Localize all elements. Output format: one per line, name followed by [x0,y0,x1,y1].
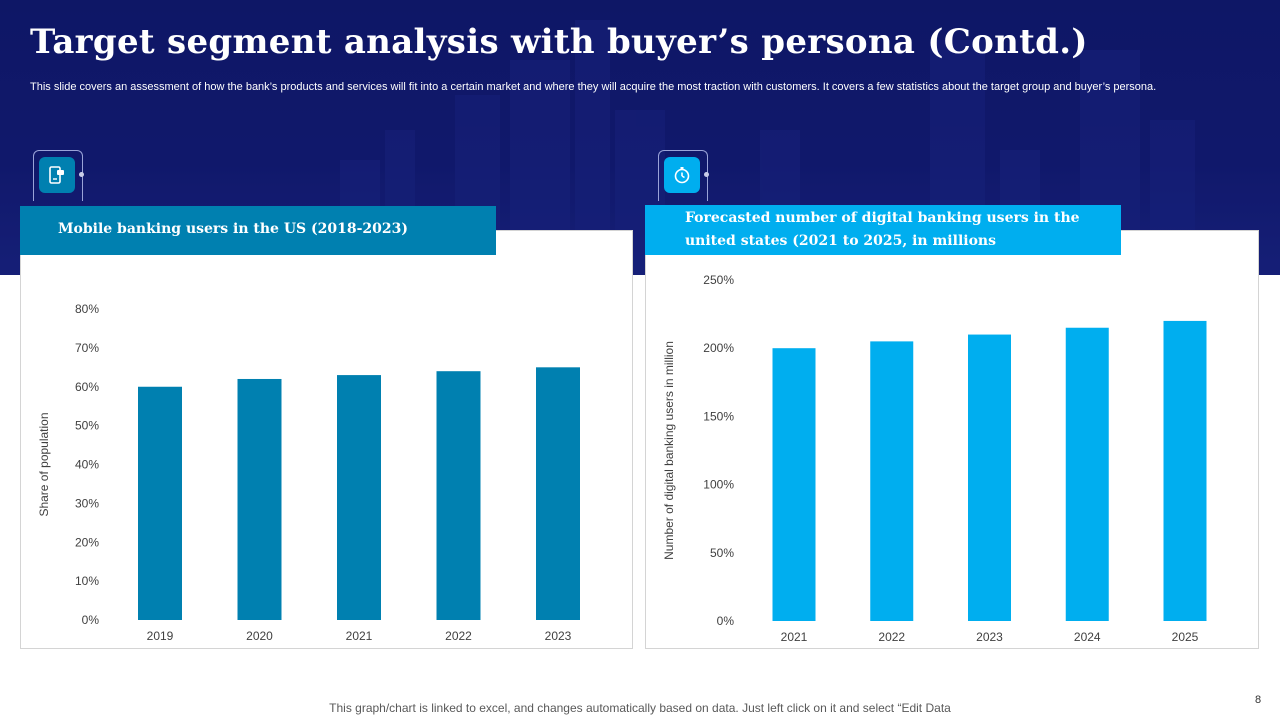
x-tick-label: 2021 [346,629,373,643]
bar-2019 [138,386,182,620]
right-chart-title: Forecasted number of digital banking use… [685,210,1080,249]
y-tick-label: 20% [75,535,99,549]
bar-2021 [772,348,816,621]
mobile-app-icon [39,157,75,193]
page-subtitle: This slide covers an assessment of how t… [30,81,1157,93]
right-chart-header: Forecasted number of digital banking use… [645,205,1121,255]
right-chart-panel: 0% 50% 100% 150% 200% 250% Number of digital b… [645,230,1259,649]
y-tick-label: 250% [703,273,734,287]
y-tick-label: 40% [75,458,99,472]
bar-2022 [870,341,914,621]
digital-banking-forecast-chart[interactable]: 0% 50% 100% 150% 200% 250% Number of digital b… [646,231,1258,648]
y-tick-label: 30% [75,496,99,510]
bar-2024 [1065,327,1109,621]
x-tick-label: 2022 [878,630,905,644]
y-axis-label: Number of digital banking users in milli… [662,341,676,560]
x-tick-label: 2021 [781,630,808,644]
x-tick-label: 2024 [1074,630,1101,644]
y-tick-label: 60% [75,380,99,394]
y-tick-label: 0% [717,614,735,628]
y-tick-label: 70% [75,341,99,355]
x-tick-label: 2025 [1172,630,1199,644]
footer-note: This graph/chart is linked to excel, and… [329,701,951,715]
y-tick-label: 0% [82,613,100,627]
y-tick-label: 50% [710,546,734,560]
y-tick-label: 150% [703,409,734,423]
bar-2022 [436,371,481,620]
mobile-banking-users-chart[interactable]: 0% 10% 20% 30% 40% 50% 60% 70% 80% Share of popul… [21,231,632,648]
y-axis-label: Share of population [37,412,51,516]
left-chart-header: Mobile banking users in the US (2018-202… [20,206,496,255]
x-tick-label: 2022 [445,629,472,643]
bar-2025 [1163,320,1207,621]
y-tick-label: 80% [75,302,99,316]
bar-2023 [968,334,1011,621]
y-tick-label: 10% [75,574,99,588]
bar-2023 [536,367,580,620]
left-icon-dot [79,172,84,177]
stopwatch-icon [664,157,700,193]
y-tick-label: 50% [75,419,99,433]
bar-2021 [337,375,381,620]
y-tick-label: 200% [703,341,734,355]
x-tick-label: 2023 [976,630,1003,644]
right-icon-dot [704,172,709,177]
left-chart-title: Mobile banking users in the US (2018-202… [58,221,409,237]
y-tick-label: 100% [703,478,734,492]
page-title: Target segment analysis with buyer’s per… [30,22,1088,62]
page-number: 8 [1255,694,1262,706]
x-tick-label: 2019 [147,629,174,643]
bar-2020 [237,378,282,620]
left-chart-panel: 0% 10% 20% 30% 40% 50% 60% 70% 80% Share of popul… [20,230,633,649]
x-tick-label: 2020 [246,629,273,643]
x-tick-label: 2023 [545,629,572,643]
